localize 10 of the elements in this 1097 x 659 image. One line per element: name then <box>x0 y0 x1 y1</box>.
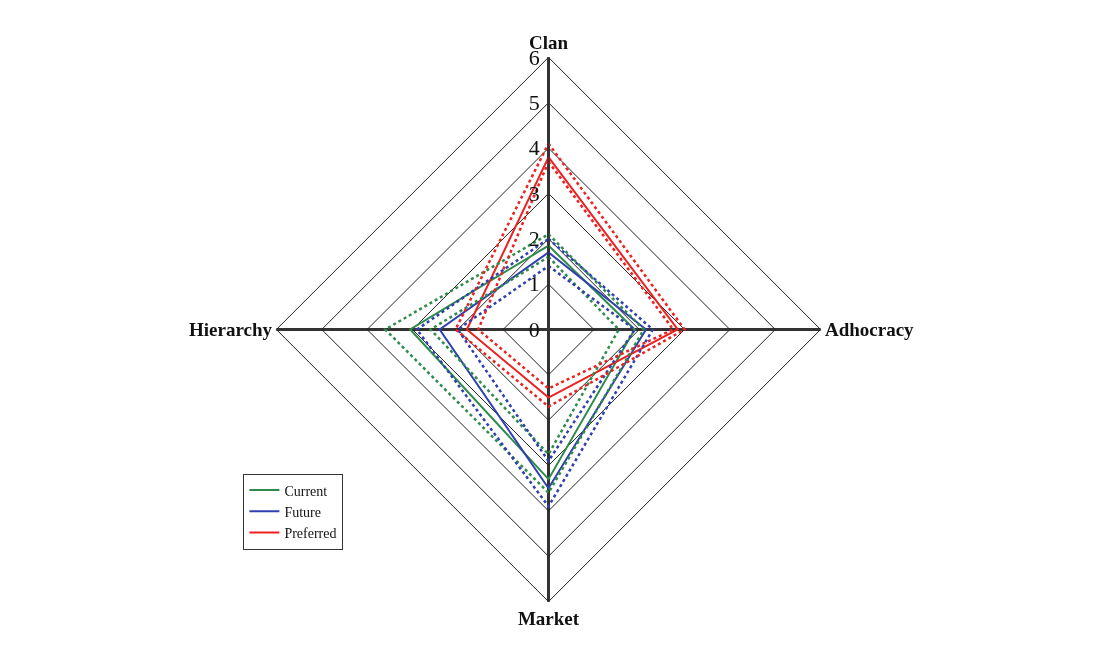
spoke-label: Market <box>517 607 580 629</box>
y-tick-label: 1 <box>528 271 540 297</box>
spoke-label: Adhocracy <box>824 319 915 341</box>
y-tick-label: 4 <box>528 135 540 161</box>
spoke-label: Hierarchy <box>189 319 273 341</box>
y-tick-label: 2 <box>528 225 540 251</box>
legend-label: Preferred <box>284 525 337 541</box>
legend-label: Current <box>284 483 328 499</box>
legend-label: Future <box>284 504 321 520</box>
y-tick-label: 5 <box>528 89 540 115</box>
